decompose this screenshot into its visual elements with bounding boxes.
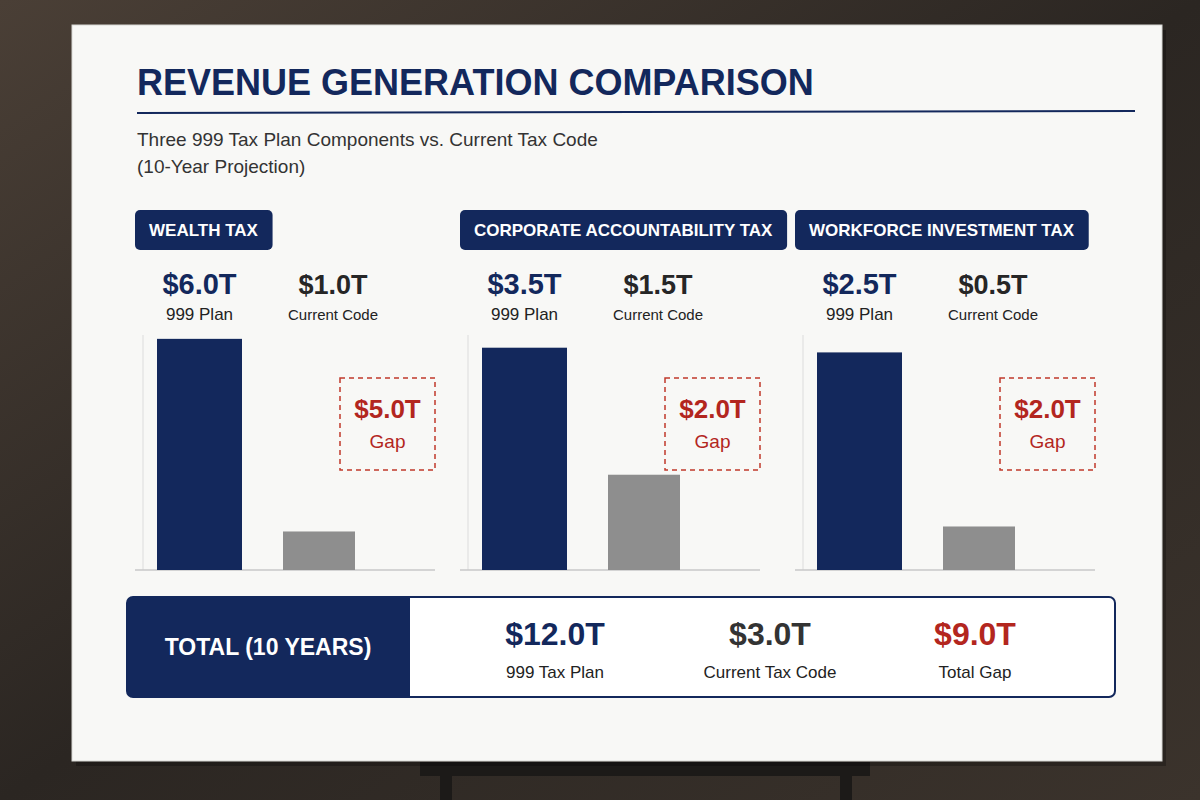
panel-header: WORKFORCE INVESTMENT TAX — [795, 210, 1089, 250]
bars — [817, 352, 1015, 570]
category-label: Current Code — [613, 306, 703, 323]
panel-header-bg — [795, 210, 1089, 250]
gap-text: Gap — [1030, 431, 1066, 452]
gap-label: $2.0T — [1014, 394, 1081, 424]
gap-text: Gap — [370, 431, 406, 452]
value-label: $0.5T — [958, 270, 1028, 300]
gap-label: $5.0T — [354, 394, 421, 424]
total-text: Total Gap — [939, 663, 1012, 682]
bars — [157, 339, 355, 570]
subtitle: (10-Year Projection) — [137, 156, 305, 177]
panel: CORPORATE ACCOUNTABILITY TAX $3.5T 999 Pla… — [460, 210, 787, 570]
value-label: $3.5T — [487, 268, 561, 300]
easel-leg — [440, 770, 452, 800]
panel: WEALTH TAX $6.0T 999 Plan $1.0T Current Code… — [135, 210, 435, 570]
gap-label: $2.0T — [679, 394, 746, 424]
background — [0, 0, 1200, 800]
axis-line — [468, 335, 469, 570]
gap-box — [665, 378, 760, 470]
bars — [482, 348, 680, 570]
subtitle: Three 999 Tax Plan Components vs. Curren… — [137, 129, 598, 150]
category-label: 999 Plan — [826, 305, 893, 324]
title-rule — [137, 111, 1135, 113]
totals-label-bg — [380, 597, 410, 697]
bar — [157, 339, 242, 570]
panel-title: WORKFORCE INVESTMENT TAX — [809, 221, 1075, 240]
value-label: $6.0T — [162, 268, 236, 300]
total-amount: $9.0T — [934, 616, 1016, 652]
gap-box — [340, 378, 435, 470]
totals-frame — [127, 597, 1115, 697]
total-amount: $3.0T — [729, 616, 811, 652]
axis-line — [803, 335, 804, 570]
easel-leg — [840, 770, 852, 800]
bar — [283, 531, 355, 570]
total-text: 999 Tax Plan — [506, 663, 604, 682]
value-label: $1.0T — [298, 270, 368, 300]
total-text: Current Tax Code — [704, 663, 837, 682]
panel-header-bg — [460, 210, 787, 250]
poster: REVENUE GENERATION COMPARISON Three 999 T… — [0, 0, 1200, 800]
panel-header: WEALTH TAX — [135, 210, 273, 250]
totals-label-bg — [127, 597, 410, 697]
panel-header: CORPORATE ACCOUNTABILITY TAX — [460, 210, 787, 250]
totals: TOTAL (10 YEARS) $12.0T 999 Tax Plan $3.0T C… — [127, 597, 1115, 697]
value-label: $2.5T — [822, 268, 896, 300]
bar — [482, 348, 567, 570]
category-label: 999 Plan — [491, 305, 558, 324]
axis-line — [143, 335, 144, 570]
bar — [943, 526, 1015, 570]
category-label: Current Code — [948, 306, 1038, 323]
title: REVENUE GENERATION COMPARISON — [137, 62, 814, 103]
bar — [608, 475, 680, 570]
category-label: 999 Plan — [166, 305, 233, 324]
totals-label: TOTAL (10 YEARS) — [165, 634, 372, 660]
panel-title: WEALTH TAX — [149, 221, 259, 240]
board — [72, 25, 1162, 761]
gap-text: Gap — [695, 431, 731, 452]
panel-title: CORPORATE ACCOUNTABILITY TAX — [474, 221, 773, 240]
value-label: $1.5T — [623, 270, 693, 300]
panel: WORKFORCE INVESTMENT TAX $2.5T 999 Plan $0.… — [795, 210, 1095, 570]
category-label: Current Code — [288, 306, 378, 323]
panel-header-bg — [135, 210, 273, 250]
gap-box — [1000, 378, 1095, 470]
total-amount: $12.0T — [505, 616, 605, 652]
bar — [817, 352, 902, 570]
